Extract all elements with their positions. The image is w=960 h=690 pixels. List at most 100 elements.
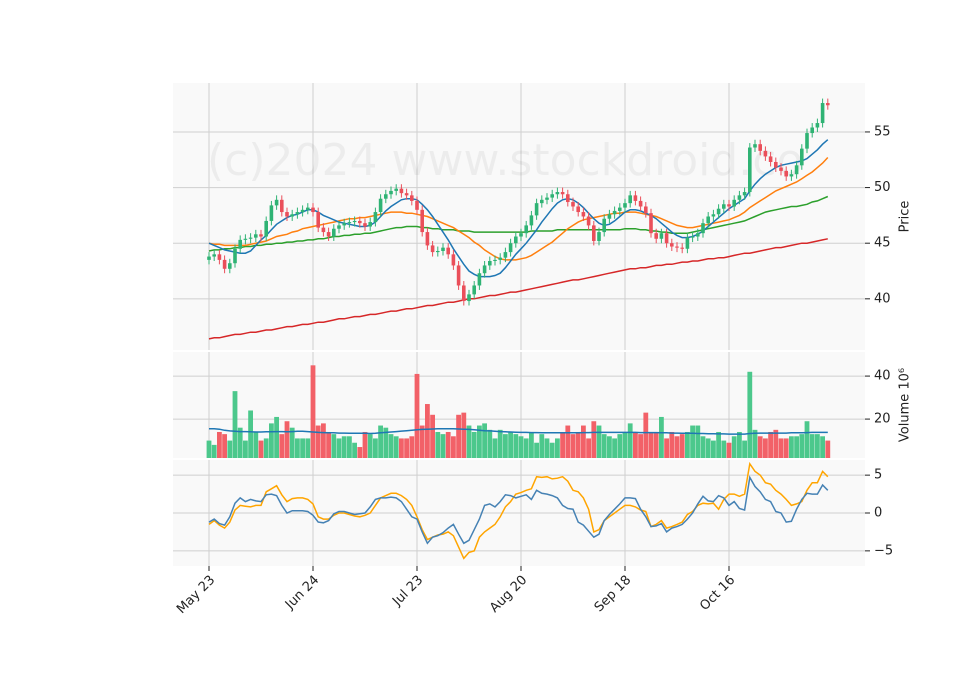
candle-body [789, 174, 794, 177]
volume-bar [347, 436, 352, 458]
y-tick-label: 50 [874, 180, 891, 195]
candle-body [534, 203, 539, 216]
candle-body [602, 218, 606, 233]
candle-body [363, 223, 367, 227]
volume-bar [430, 414, 435, 458]
candle-body [482, 265, 487, 274]
y-axis-label: Volume 10⁶ [898, 368, 913, 442]
volume-bar [601, 434, 607, 458]
panel-background [173, 83, 865, 350]
candle-body [722, 204, 726, 209]
x-tick-label: Jul 23 [389, 573, 426, 610]
candle-body [280, 199, 284, 213]
volume-bar [815, 434, 820, 458]
y-tick-label: 0 [874, 506, 882, 521]
volume-bar [284, 421, 290, 458]
candle-body [441, 247, 445, 251]
line-series [208, 195, 829, 252]
candle-body [680, 247, 684, 249]
candle-body [696, 233, 700, 237]
volume-bar [471, 431, 477, 458]
volume-bar [206, 440, 212, 458]
candle-body [337, 225, 341, 229]
candle-body [456, 265, 461, 286]
candle-body [508, 243, 513, 253]
volume-bar [518, 436, 524, 458]
candle-body [222, 259, 227, 269]
volume-bar [674, 436, 680, 458]
volume-bar [461, 412, 467, 458]
volume-bar [555, 438, 560, 458]
candle-body [545, 197, 549, 200]
volume-bar [664, 438, 669, 458]
volume-bar [544, 438, 550, 458]
candle-body [737, 195, 742, 200]
candle-body [399, 188, 404, 194]
candle-body [212, 254, 216, 257]
volume-bar [799, 434, 805, 458]
volume-bar [258, 440, 264, 458]
candle-body [618, 207, 622, 211]
candle-body [285, 212, 289, 217]
candle-body [332, 228, 336, 237]
line-series [208, 475, 829, 545]
volume-bar [321, 423, 326, 458]
candle-body [607, 214, 612, 219]
candle-body [649, 213, 653, 234]
candle-body [794, 165, 799, 175]
volume-bar [513, 434, 519, 458]
candle-body [352, 220, 357, 223]
candle-body [586, 216, 591, 226]
volume-bar [612, 438, 617, 458]
candle-body [644, 206, 648, 214]
candle-body [690, 236, 695, 238]
volume-bar [763, 438, 768, 458]
x-tick-label: Jun 24 [282, 573, 322, 613]
volume-bar [315, 425, 321, 458]
candle-body [540, 199, 544, 204]
candle-body [571, 202, 575, 207]
candle-body [524, 225, 528, 234]
volume-bar [586, 438, 591, 458]
volume-bar [378, 425, 383, 458]
candle-body [514, 236, 518, 244]
candle-body [368, 222, 372, 227]
volume-bar [492, 438, 498, 458]
candle-body [420, 209, 424, 233]
volume-bar [289, 427, 295, 458]
volume-bar [508, 431, 513, 458]
candle-body [274, 199, 279, 206]
volume-bar [409, 436, 415, 458]
candle-body [503, 252, 508, 258]
candle-body [248, 237, 253, 239]
candle-body [550, 194, 554, 198]
candle-body [321, 227, 326, 233]
candle-body [763, 150, 768, 157]
candle-body [243, 238, 248, 240]
candle-body [815, 123, 820, 128]
volume-bar [425, 404, 430, 458]
candle-body [810, 127, 814, 134]
candle-body [685, 237, 690, 249]
x-tick-label: Oct 16 [697, 573, 738, 614]
volume-bar [643, 412, 649, 458]
volume-bar [565, 425, 571, 458]
volume-bar [617, 434, 623, 458]
volume-bar [757, 436, 763, 458]
volume-bar [248, 410, 253, 458]
candle-body [566, 194, 570, 203]
candle-body [675, 246, 679, 248]
volume-bar [274, 416, 279, 458]
volume-bar [820, 436, 825, 458]
volume-bar [633, 431, 638, 458]
volume-bar [679, 434, 685, 458]
volume-bar [399, 438, 404, 458]
volume-bar [783, 438, 789, 458]
volume-bar [357, 447, 363, 458]
candle-body [378, 198, 383, 213]
volume-bar [253, 431, 259, 458]
candle-body [716, 208, 721, 215]
candle-body [706, 216, 710, 224]
volume-bar [383, 427, 389, 458]
